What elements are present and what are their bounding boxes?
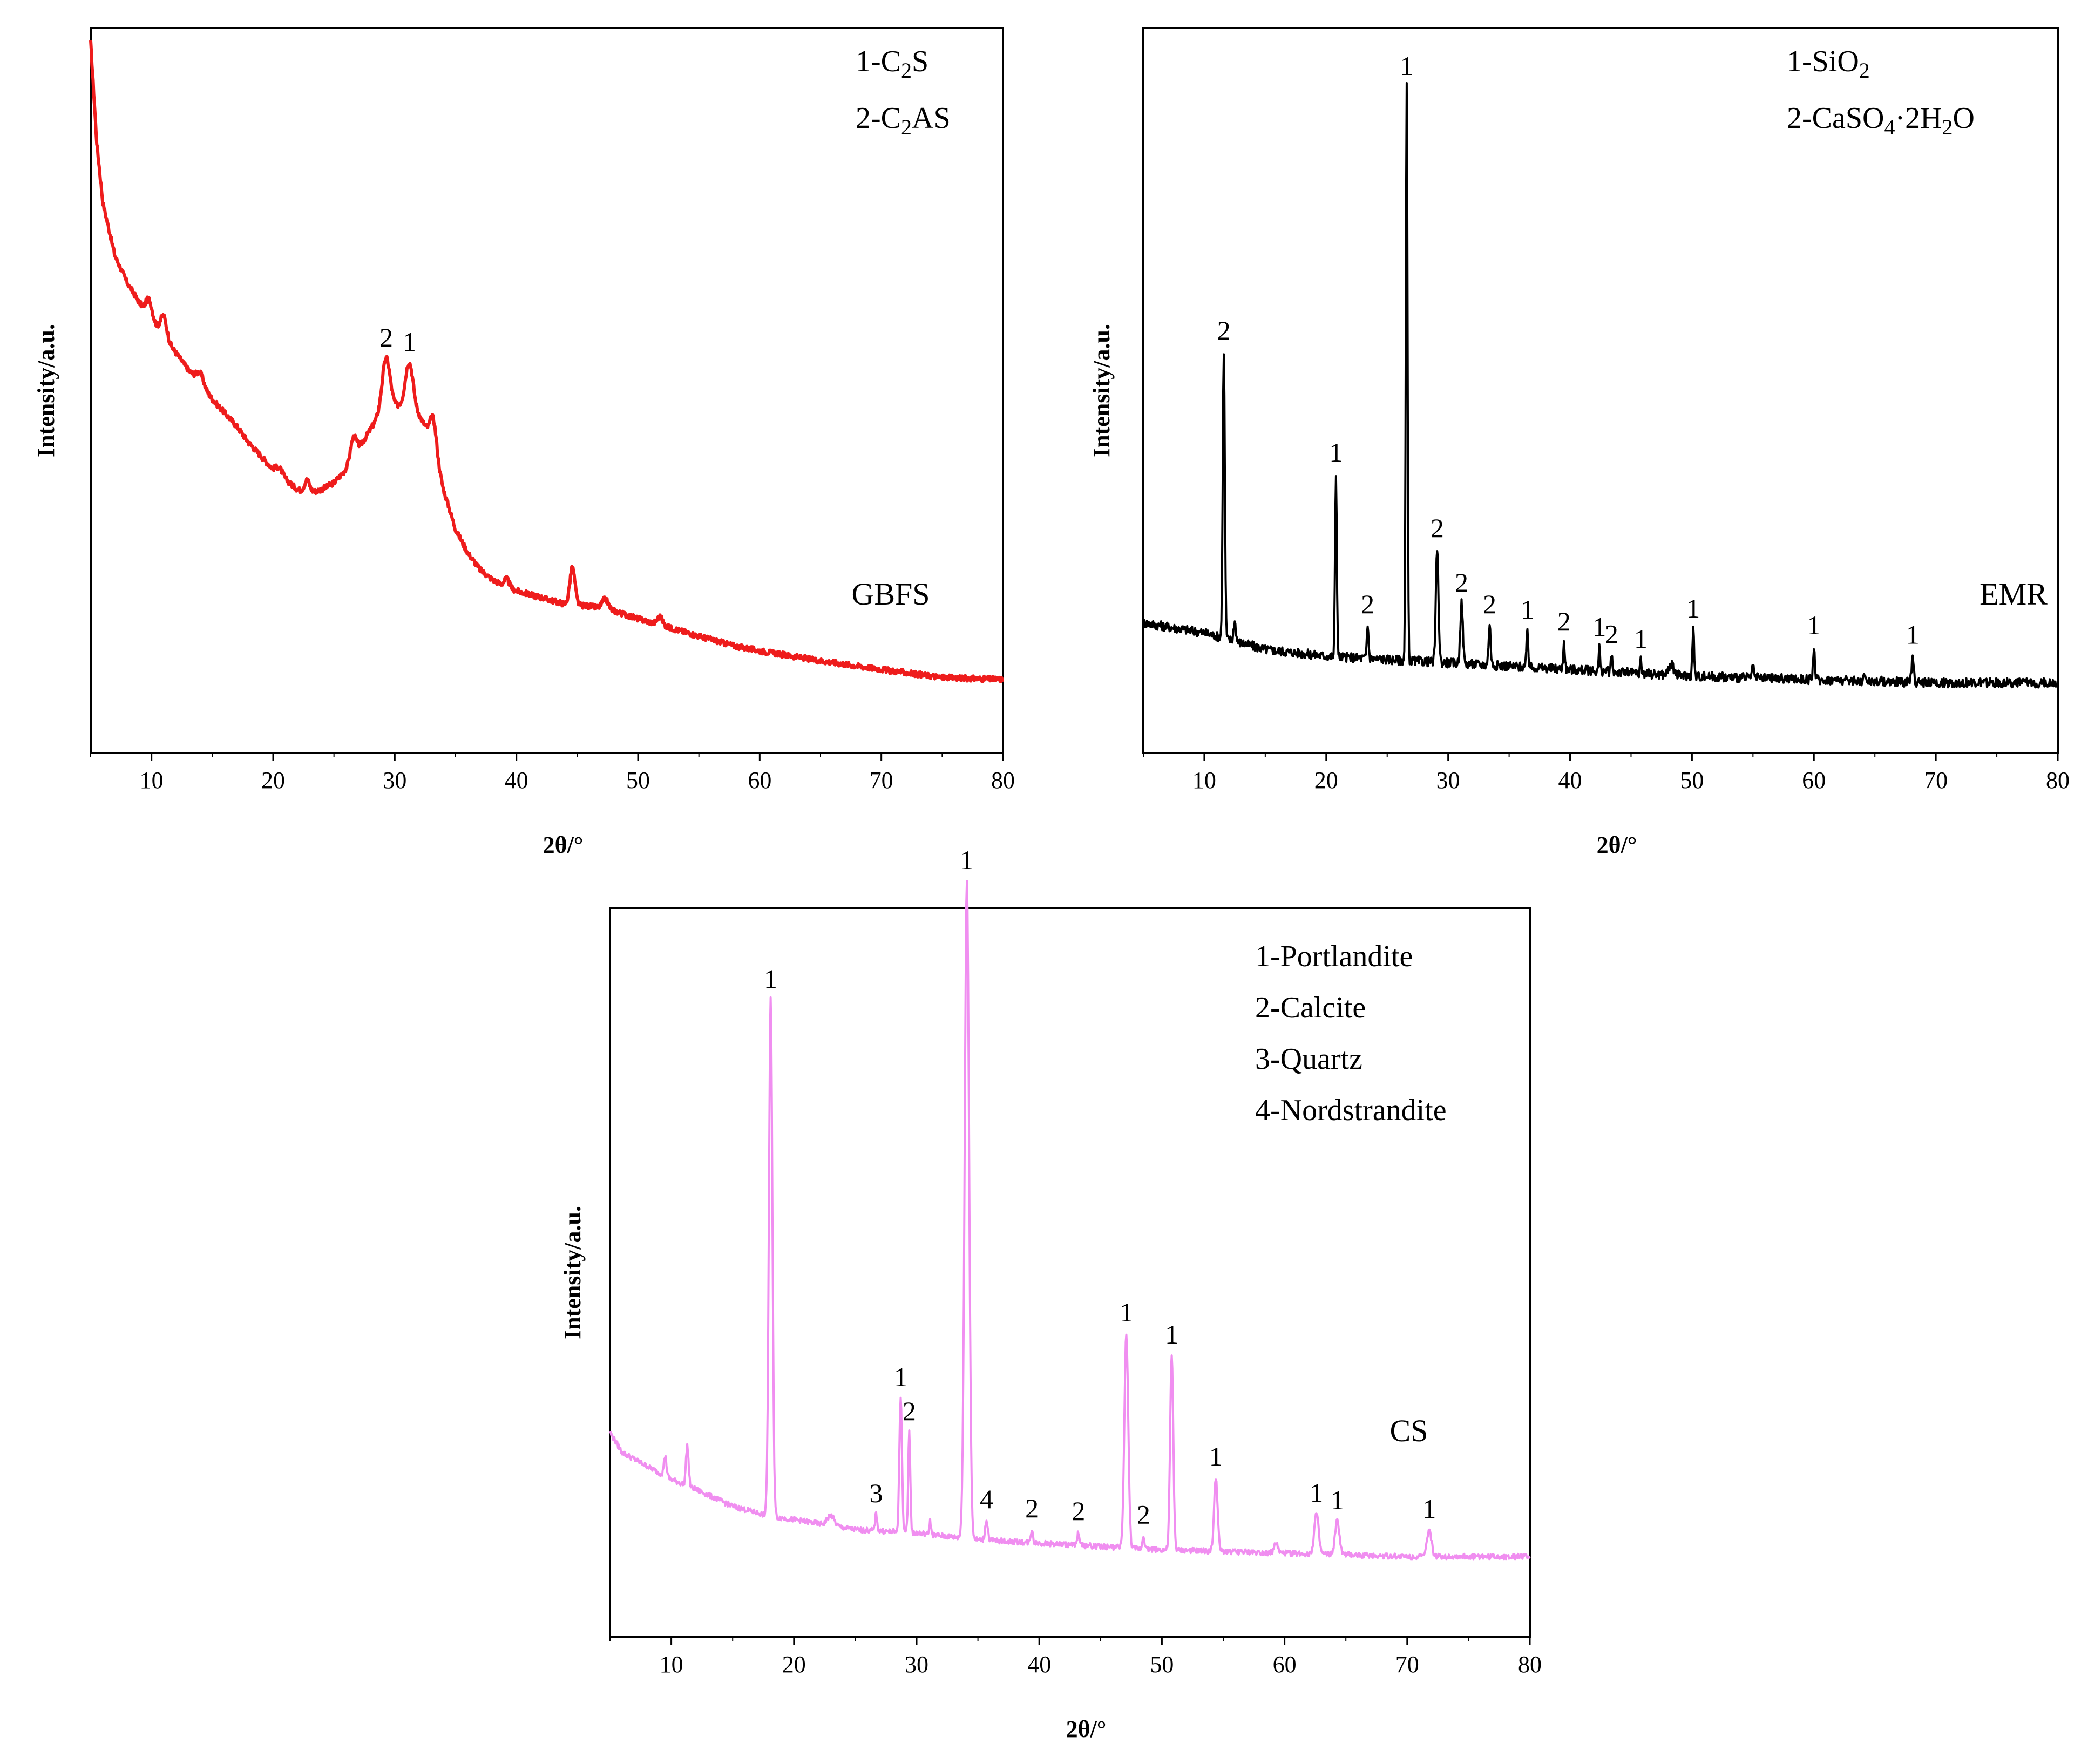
emr-peak-label: 1 [1634,624,1648,654]
gbfs-x-tick-label: 80 [991,767,1015,793]
emr-peak-label: 1 [1329,437,1343,467]
cs-x-tick-label: 10 [660,1651,683,1678]
cs-y-axis-title: Intensity/a.u. [559,1206,586,1339]
gbfs-peak-label: 2 [379,322,393,352]
cs-series-line [609,880,1531,1561]
cs-peak-label: 2 [1137,1499,1150,1529]
emr-peak-label: 2 [1483,589,1496,619]
gbfs-x-tick-label: 40 [505,767,528,793]
emr-peak-label: 2 [1361,589,1374,619]
emr-series-line [1142,82,2058,689]
cs-x-tick-label: 30 [905,1651,928,1678]
gbfs-x-axis-title: 2θ/° [543,832,584,858]
cs-x-tick-label: 50 [1150,1651,1174,1678]
cs-legend-entry: 3-Quartz [1255,1042,1362,1076]
cs-x-axis-title: 2θ/° [1066,1716,1107,1742]
cs-peak-label: 1 [1209,1441,1223,1471]
emr-plot-frame [1142,27,2059,754]
emr-y-axis-title: Intensity/a.u. [1088,324,1115,457]
cs-x-tick-label: 40 [1027,1651,1051,1678]
cs-plot-frame [609,907,1531,1638]
emr-peak-label: 1 [1686,593,1700,623]
emr-peak-label: 2 [1217,315,1231,345]
emr-x-tick-label: 80 [2046,767,2070,793]
emr-x-axis-title: 2θ/° [1597,832,1637,858]
cs-peak-label: 2 [1025,1493,1039,1523]
gbfs-x-tick-label: 10 [140,767,164,793]
cs-peak-label: 1 [1165,1319,1178,1349]
gbfs-x-tick-label: 70 [870,767,893,793]
cs-legend-entry: 2-Calcite [1255,991,1366,1025]
gbfs-peak-label: 1 [403,327,416,357]
gbfs-x-tick-label: 60 [748,767,771,793]
cs-peak-label: 1 [894,1362,907,1392]
emr-x-tick-label: 40 [1558,767,1582,793]
gbfs-x-tick-label: 20 [261,767,285,793]
cs-peak-label: 2 [1072,1496,1085,1526]
gbfs-plot-frame [90,27,1004,754]
gbfs-chart: 10 20 30 40 50 60 70 80 2θ/° Intensity/a.u. 2 1 1-C2… [33,27,1015,858]
cs-peak-label: 2 [903,1396,916,1426]
emr-peak-label: 2 [1557,606,1571,636]
emr-sample-label: EMR [1979,576,2048,612]
emr-x-tick-label: 10 [1192,767,1216,793]
emr-x-tick-label: 70 [1924,767,1948,793]
cs-x-tick-label: 20 [782,1651,806,1678]
emr-peak-label: 1 [1906,619,1920,649]
gbfs-legend-entry: 2-C2AS [856,101,951,139]
gbfs-series-line [89,40,1005,683]
cs-peak-label: 1 [1120,1297,1133,1327]
cs-legend-entry: 1-Portlandite [1255,940,1413,973]
cs-chart: 10 20 30 40 50 60 70 80 2θ/° Intensity/a.u. 1 3 1 2 1 4… [559,845,1542,1742]
gbfs-y-axis-title: Intensity/a.u. [33,324,59,457]
cs-peak-label: 3 [870,1478,883,1508]
cs-x-tick-label: 60 [1273,1651,1297,1678]
gbfs-x-tick-label: 30 [383,767,406,793]
cs-peak-label: 1 [1310,1477,1323,1508]
cs-peak-label: 1 [1331,1485,1344,1515]
cs-peak-label: 4 [980,1484,993,1514]
emr-peak-label: 1 [1807,610,1821,640]
emr-x-tick-label: 30 [1436,767,1460,793]
emr-x-tick-label: 60 [1802,767,1826,793]
gbfs-legend-entry: 1-C2S [856,45,928,83]
gbfs-sample-label: GBFS [851,576,930,612]
cs-peak-label: 1 [764,964,777,994]
emr-peak-label: 2 [1431,513,1444,543]
gbfs-x-tick-label: 50 [626,767,650,793]
emr-peak-label: 1 [1400,51,1413,81]
emr-legend-entry: 1-SiO2 [1787,45,1870,83]
cs-peak-label: 1 [1422,1494,1436,1524]
cs-x-tick-label: 70 [1395,1651,1419,1678]
cs-legend-entry: 4-Nordstrandite [1255,1094,1447,1127]
emr-peak-label: 1 [1592,612,1606,642]
emr-x-tick-label: 50 [1680,767,1704,793]
cs-peak-label: 1 [960,845,974,875]
emr-peak-label: 1 [1521,594,1534,625]
emr-x-tick-label: 20 [1314,767,1338,793]
emr-peak-label: 2 [1605,619,1618,649]
cs-sample-label: CS [1390,1413,1428,1448]
emr-legend-entry: 2-CaSO4·2H2O [1787,101,1975,139]
cs-x-tick-label: 80 [1518,1651,1542,1678]
emr-peak-label: 2 [1455,567,1468,598]
